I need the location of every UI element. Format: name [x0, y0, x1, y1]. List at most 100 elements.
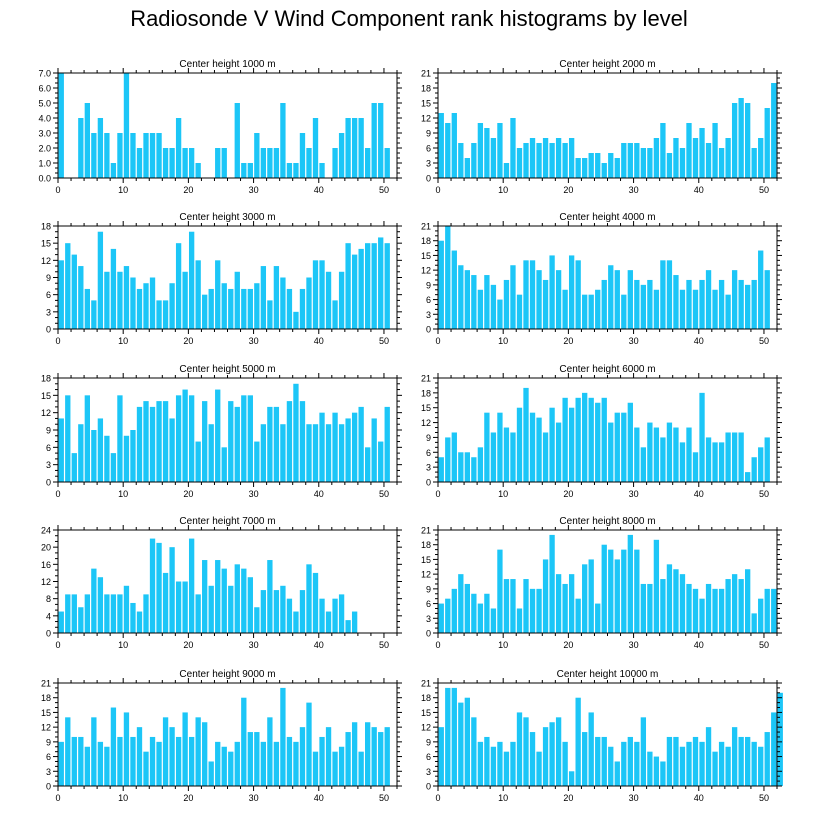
- bar-45: [731, 270, 738, 329]
- x-tick-label: 50: [379, 185, 389, 195]
- bar-37: [299, 590, 306, 633]
- bar-44: [725, 579, 731, 633]
- x-tick-label: 40: [694, 185, 704, 195]
- bar-37: [299, 133, 306, 178]
- bar-12: [136, 406, 143, 482]
- bar-29: [247, 732, 253, 786]
- bar-39: [692, 289, 699, 329]
- bar-24: [215, 741, 221, 786]
- bar-6: [97, 577, 104, 633]
- bar-14: [529, 732, 536, 786]
- bar-37: [679, 746, 686, 786]
- bar-13: [523, 260, 529, 329]
- bar-1: [445, 123, 451, 178]
- bar-26: [608, 549, 614, 633]
- bar-50: [764, 732, 770, 786]
- bar-3: [458, 265, 464, 329]
- bar-38: [686, 279, 692, 329]
- x-tick-label: 30: [249, 185, 259, 195]
- y-tick-label: 4: [46, 611, 51, 621]
- bar-1: [445, 437, 451, 482]
- bar-32: [647, 148, 653, 178]
- bar-0: [58, 611, 64, 633]
- bar-50: [384, 727, 390, 786]
- bar-31: [640, 447, 647, 482]
- bar-7: [104, 133, 110, 178]
- bar-22: [582, 294, 588, 329]
- x-tick-label: 40: [314, 336, 324, 346]
- bar-25: [601, 163, 607, 178]
- bar-13: [143, 751, 149, 786]
- bar-10: [123, 712, 130, 786]
- bar-8: [110, 248, 117, 329]
- bar-12: [136, 148, 143, 178]
- panel-title: Center height 8000 m: [559, 516, 655, 527]
- bar-39: [312, 572, 319, 633]
- bar-38: [306, 277, 312, 329]
- bar-13: [523, 717, 529, 786]
- bar-38: [306, 564, 312, 633]
- bar-39: [312, 260, 319, 329]
- bar-29: [627, 402, 633, 482]
- bar-20: [568, 771, 575, 786]
- bar-22: [582, 564, 588, 633]
- bar-27: [614, 270, 620, 329]
- x-tick-label: 10: [118, 185, 128, 195]
- bar-32: [267, 560, 273, 633]
- x-tick-label: 30: [249, 793, 259, 803]
- x-tick-label: 20: [563, 640, 573, 650]
- bar-39: [692, 736, 699, 786]
- y-tick-label: 0: [46, 782, 51, 792]
- bar-1: [65, 717, 71, 786]
- bar-31: [260, 590, 267, 633]
- bar-18: [175, 736, 182, 786]
- bar-29: [627, 270, 633, 329]
- bar-35: [666, 564, 673, 633]
- bar-25: [221, 283, 227, 329]
- bar-4: [84, 594, 90, 634]
- bar-24: [215, 148, 221, 178]
- y-tick-label: 9: [46, 273, 51, 283]
- bar-18: [555, 138, 562, 178]
- bar-11: [130, 736, 136, 786]
- bar-24: [595, 603, 601, 633]
- y-tick-label: 3: [46, 767, 51, 777]
- bar-0: [438, 113, 444, 178]
- bar-28: [621, 412, 627, 482]
- bar-49: [758, 746, 764, 786]
- bar-38: [306, 424, 312, 482]
- bar-41: [705, 143, 712, 178]
- bar-42: [332, 412, 338, 482]
- x-tick-label: 10: [498, 336, 508, 346]
- bar-18: [555, 717, 562, 786]
- bar-10: [123, 73, 130, 178]
- x-tick-label: 10: [498, 640, 508, 650]
- bar-5: [91, 430, 97, 482]
- bar-12: [136, 727, 143, 786]
- y-tick-label: 12: [41, 408, 51, 418]
- bar-40: [319, 598, 325, 633]
- bar-10: [503, 163, 510, 178]
- x-tick-label: 50: [379, 489, 389, 499]
- bar-21: [195, 594, 201, 634]
- bar-1: [65, 395, 71, 482]
- bar-0: [58, 741, 64, 786]
- y-tick-label: 15: [41, 708, 51, 718]
- bar-45: [351, 118, 358, 178]
- bar-8: [490, 432, 497, 482]
- x-tick-label: 30: [629, 336, 639, 346]
- bar-37: [679, 574, 686, 633]
- y-tick-label: 9: [426, 584, 431, 594]
- bar-37: [679, 289, 686, 329]
- y-tick-label: 9: [426, 737, 431, 747]
- bar-7: [104, 594, 110, 634]
- bar-44: [725, 746, 731, 786]
- bar-42: [332, 751, 338, 786]
- panel-1: Center height 1000 m 0.0 1.0 2.0 3.0 4.0 5.0 6.…: [38, 59, 402, 195]
- bar-32: [647, 583, 653, 633]
- bar-17: [549, 534, 555, 633]
- y-tick-label: 2.0: [38, 144, 51, 154]
- bar-16: [542, 279, 549, 329]
- x-tick-label: 50: [759, 336, 769, 346]
- bar-19: [182, 581, 188, 633]
